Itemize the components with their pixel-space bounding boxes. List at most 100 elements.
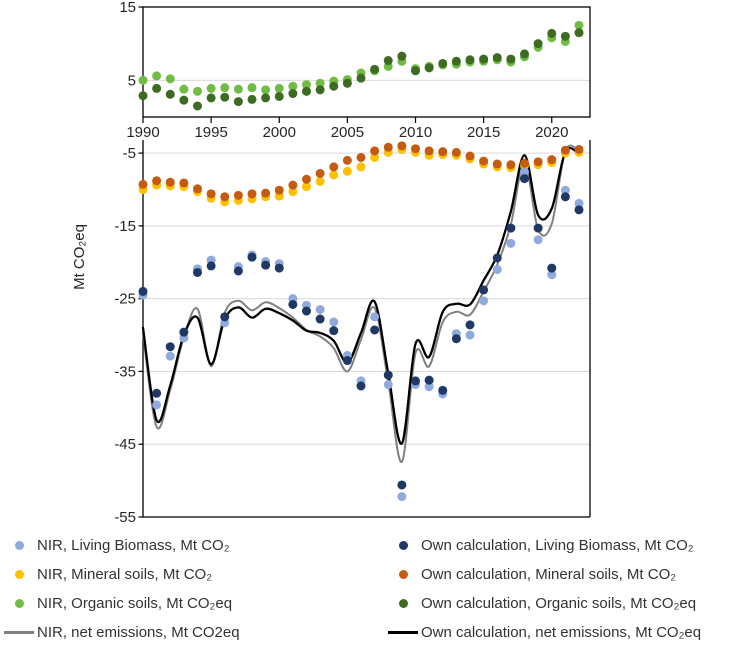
point-nir-organic-soils-mt-co-eq	[179, 84, 189, 94]
point-nir-living-biomass-mt-co	[152, 400, 162, 410]
point-own-calculation-organic-soils-mt-co-eq	[560, 31, 570, 41]
point-own-calculation-organic-soils-mt-co-eq	[247, 94, 257, 104]
point-nir-organic-soils-mt-co-eq	[247, 83, 257, 93]
point-own-calculation-organic-soils-mt-co-eq	[315, 85, 325, 95]
point-own-calculation-mineral-soils-mt-co	[315, 168, 325, 178]
point-own-calculation-living-biomass-mt-co	[451, 334, 461, 344]
point-own-calculation-mineral-soils-mt-co	[383, 142, 393, 152]
nir-living-biomass-dot-icon	[14, 541, 24, 550]
point-own-calculation-living-biomass-mt-co	[492, 253, 502, 263]
point-own-calculation-organic-soils-mt-co-eq	[302, 86, 311, 96]
legend-label: Own calculation, Mineral soils, Mt CO₂	[421, 566, 677, 583]
legend-label: Own calculation, net emissions, Mt CO₂eq	[421, 624, 702, 641]
point-own-calculation-organic-soils-mt-co-eq	[520, 49, 529, 59]
point-nir-living-biomass-mt-co	[520, 167, 529, 177]
point-own-calculation-organic-soils-mt-co-eq	[233, 97, 243, 107]
point-own-calculation-mineral-soils-mt-co	[165, 177, 175, 187]
point-own-calculation-living-biomass-mt-co	[302, 306, 311, 316]
x-tick-label: 1990	[126, 124, 159, 141]
legend-label: NIR, Organic soils, Mt CO₂eq	[37, 595, 233, 612]
point-own-calculation-mineral-soils-mt-co	[247, 189, 257, 199]
point-own-calculation-organic-soils-mt-co-eq	[193, 101, 202, 111]
point-own-calculation-organic-soils-mt-co-eq	[465, 55, 475, 65]
point-own-calculation-mineral-soils-mt-co	[465, 151, 475, 161]
point-nir-mineral-soils-mt-co	[315, 176, 325, 186]
point-own-calculation-living-biomass-mt-co	[547, 263, 557, 273]
point-nir-living-biomass-mt-co	[574, 198, 584, 208]
nir-organic-soils-dot-icon	[14, 599, 24, 608]
point-own-calculation-organic-soils-mt-co-eq	[479, 54, 489, 64]
point-own-calculation-organic-soils-mt-co-eq	[574, 28, 584, 38]
own-organic-soils-dot-icon	[398, 599, 408, 608]
legend-label: Own calculation, Organic soils, Mt CO₂eq	[421, 595, 697, 612]
point-nir-living-biomass-mt-co	[506, 238, 516, 248]
point-own-calculation-organic-soils-mt-co-eq	[370, 64, 380, 74]
point-own-calculation-mineral-soils-mt-co	[138, 179, 148, 189]
point-nir-mineral-soils-mt-co	[302, 182, 311, 192]
point-nir-organic-soils-mt-co-eq	[288, 81, 298, 91]
point-own-calculation-organic-soils-mt-co-eq	[138, 91, 148, 101]
point-own-calculation-living-biomass-mt-co	[342, 356, 352, 366]
y-tick-label: -15	[114, 218, 136, 235]
y-tick-label: -25	[114, 291, 136, 308]
point-nir-mineral-soils-mt-co	[342, 166, 352, 176]
point-nir-living-biomass-mt-co	[315, 305, 325, 315]
chart-generated-layer: 1990 1995 2000 2005 2010 2015 2020 5 15 -5 -15 -25 -…	[114, 0, 591, 526]
point-own-calculation-living-biomass-mt-co	[383, 370, 393, 380]
point-own-calculation-mineral-soils-mt-co	[179, 178, 189, 188]
point-own-calculation-mineral-soils-mt-co	[451, 147, 461, 157]
point-own-calculation-living-biomass-mt-co	[261, 260, 271, 270]
point-own-calculation-organic-soils-mt-co-eq	[329, 81, 339, 91]
point-own-calculation-living-biomass-mt-co	[520, 174, 529, 184]
point-own-calculation-mineral-soils-mt-co	[397, 141, 407, 151]
point-own-calculation-organic-soils-mt-co-eq	[451, 56, 461, 66]
point-nir-mineral-soils-mt-co	[329, 170, 339, 180]
point-own-calculation-mineral-soils-mt-co	[356, 152, 366, 162]
point-own-calculation-living-biomass-mt-co	[370, 325, 380, 335]
point-own-calculation-mineral-soils-mt-co	[479, 156, 489, 166]
legend-column-own-calculation: Own calculation, Living Biomass, Mt CO₂ …	[388, 531, 701, 647]
point-own-calculation-living-biomass-mt-co	[274, 263, 284, 273]
point-own-calculation-organic-soils-mt-co-eq	[547, 28, 557, 38]
point-own-calculation-organic-soils-mt-co-eq	[356, 73, 366, 83]
point-own-calculation-living-biomass-mt-co	[356, 381, 366, 391]
point-nir-organic-soils-mt-co-eq	[152, 71, 162, 81]
point-own-calculation-mineral-soils-mt-co	[533, 157, 543, 167]
point-own-calculation-mineral-soils-mt-co	[411, 144, 420, 154]
point-own-calculation-living-biomass-mt-co	[411, 376, 420, 386]
point-own-calculation-living-biomass-mt-co	[165, 342, 175, 352]
point-nir-living-biomass-mt-co	[479, 296, 489, 306]
point-nir-organic-soils-mt-co-eq	[302, 80, 311, 90]
point-own-calculation-mineral-soils-mt-co	[288, 180, 298, 190]
y-axis-title: Mt CO₂eq	[71, 224, 88, 290]
point-nir-organic-soils-mt-co-eq	[233, 84, 243, 94]
legend-marker-box	[4, 599, 34, 608]
point-nir-mineral-soils-mt-co	[288, 187, 298, 197]
legend-item-nir-net-emissions: NIR, net emissions, Mt CO2eq	[4, 618, 240, 647]
point-own-calculation-living-biomass-mt-co	[220, 312, 230, 322]
point-nir-living-biomass-mt-co	[560, 185, 570, 195]
point-nir-organic-soils-mt-co-eq	[165, 74, 175, 84]
point-own-calculation-organic-soils-mt-co-eq	[206, 93, 216, 103]
point-own-calculation-living-biomass-mt-co	[206, 261, 216, 271]
point-own-calculation-living-biomass-mt-co	[138, 286, 148, 296]
point-nir-living-biomass-mt-co	[465, 330, 475, 340]
point-nir-living-biomass-mt-co	[547, 270, 557, 280]
y-tick-label: -45	[114, 436, 136, 453]
point-own-calculation-mineral-soils-mt-co	[438, 147, 448, 157]
legend-column-nir: NIR, Living Biomass, Mt CO₂ NIR, Mineral…	[4, 531, 240, 647]
emissions-chart-canvas: Mt CO₂eq 1990 1995 2000 2005 2010 2015 2020 5 15…	[71, 0, 591, 526]
point-nir-living-biomass-mt-co	[370, 312, 380, 322]
point-own-calculation-mineral-soils-mt-co	[193, 184, 202, 194]
point-own-calculation-mineral-soils-mt-co	[206, 189, 216, 199]
nir-mineral-soils-dot-icon	[14, 570, 24, 579]
x-tick-label: 2000	[263, 124, 296, 141]
point-nir-living-biomass-mt-co	[533, 235, 543, 245]
point-nir-organic-soils-mt-co-eq	[261, 85, 271, 95]
point-own-calculation-organic-soils-mt-co-eq	[152, 83, 162, 93]
point-own-calculation-living-biomass-mt-co	[560, 192, 570, 202]
legend-marker-box	[4, 541, 34, 550]
point-own-calculation-organic-soils-mt-co-eq	[438, 58, 448, 68]
point-own-calculation-mineral-soils-mt-co	[574, 144, 584, 154]
point-nir-mineral-soils-mt-co	[370, 152, 380, 162]
